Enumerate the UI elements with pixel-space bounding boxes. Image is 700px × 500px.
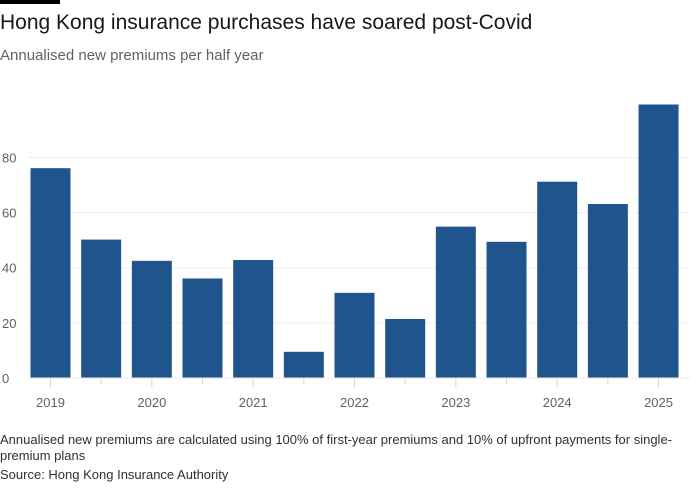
- y-tick-label: 20: [2, 316, 16, 331]
- x-tick-label: 2021: [239, 395, 268, 410]
- x-tick-label: 2025: [644, 395, 673, 410]
- bar: [638, 104, 679, 378]
- source-note: Source: Hong Kong Insurance Authority: [0, 467, 229, 482]
- bar: [385, 319, 426, 378]
- bar: [486, 241, 527, 378]
- bar: [537, 181, 578, 378]
- y-tick-label: 40: [2, 261, 16, 276]
- x-tick-label: 2022: [340, 395, 369, 410]
- y-tick-label: 0: [2, 371, 9, 386]
- x-tick-label: 2023: [441, 395, 470, 410]
- bar: [435, 226, 476, 378]
- bar: [182, 278, 223, 378]
- brand-bar: [0, 0, 60, 4]
- bar: [233, 260, 274, 378]
- chart-title: Hong Kong insurance purchases have soare…: [0, 11, 533, 34]
- x-tick-label: 2020: [137, 395, 166, 410]
- bar: [131, 260, 172, 378]
- bar: [30, 168, 71, 378]
- x-tick-label: 2019: [36, 395, 65, 410]
- bar: [587, 204, 628, 378]
- bar: [81, 239, 122, 378]
- footnote: Annualised new premiums are calculated u…: [0, 432, 673, 463]
- bar: [283, 351, 324, 378]
- chart-subtitle: Annualised new premiums per half year: [0, 47, 264, 64]
- x-tick-label: 2024: [543, 395, 572, 410]
- y-tick-label: 80: [2, 150, 16, 165]
- y-tick-label: 60: [2, 206, 16, 221]
- bar: [334, 292, 375, 378]
